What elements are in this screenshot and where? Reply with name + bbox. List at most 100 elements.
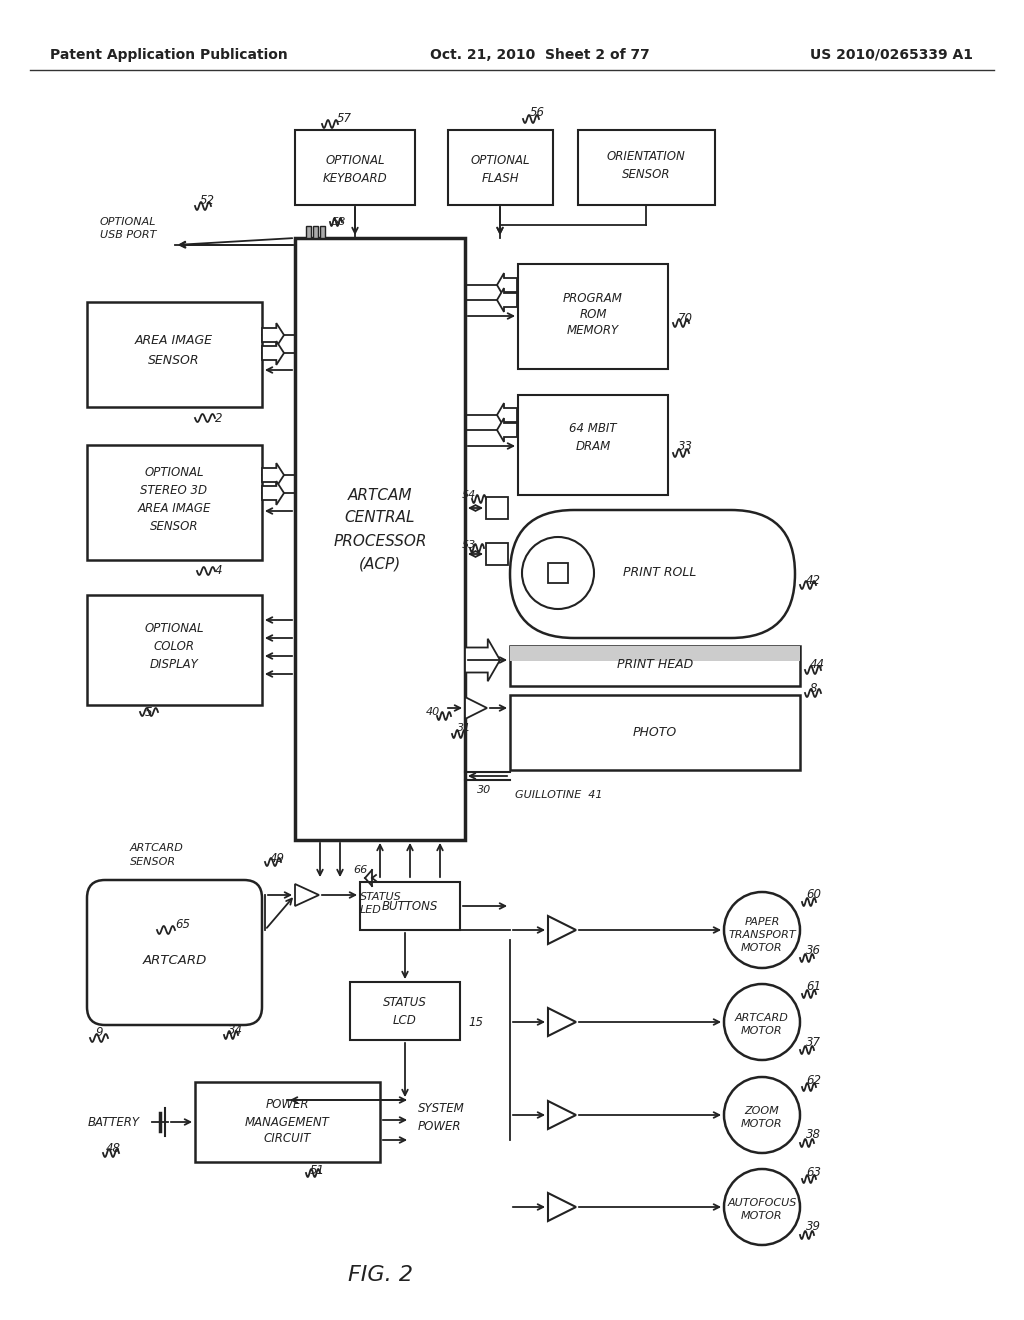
Text: 38: 38 [806,1129,821,1142]
Text: 30: 30 [477,785,492,795]
Bar [295,129,415,205]
FancyBboxPatch shape [510,510,795,638]
Text: USB PORT: USB PORT [100,230,157,240]
Text: 56: 56 [530,106,545,119]
Text: ROM: ROM [580,309,607,322]
Bar [306,226,311,238]
Text: ARTCAM: ARTCAM [348,487,413,503]
Text: KEYBOARD: KEYBOARD [323,172,387,185]
Text: 57: 57 [337,111,352,124]
Polygon shape [497,288,517,312]
Polygon shape [497,273,517,297]
Text: 37: 37 [806,1035,821,1048]
Polygon shape [262,341,284,364]
Bar [350,982,460,1040]
Bar [87,302,262,407]
Text: 5: 5 [145,705,153,718]
Text: OPTIONAL: OPTIONAL [144,622,204,635]
Text: OPTIONAL: OPTIONAL [100,216,157,227]
Polygon shape [262,323,284,347]
Text: SENSOR: SENSOR [622,169,671,181]
Bar [87,595,262,705]
Circle shape [724,892,800,968]
Text: Patent Application Publication: Patent Application Publication [50,48,288,62]
Bar [295,238,465,840]
Text: 40: 40 [426,708,440,717]
Text: 42: 42 [806,573,821,586]
Circle shape [724,1077,800,1152]
Text: OPTIONAL: OPTIONAL [144,466,204,479]
Text: 2: 2 [215,412,222,425]
Text: 63: 63 [806,1166,821,1179]
Text: FLASH: FLASH [481,172,519,185]
Text: COLOR: COLOR [154,639,195,652]
Polygon shape [548,916,575,944]
Text: ARTCARD: ARTCARD [130,843,184,853]
Text: PRINT HEAD: PRINT HEAD [616,659,693,672]
Text: MOTOR: MOTOR [741,1210,782,1221]
Text: AREA IMAGE: AREA IMAGE [135,334,213,346]
Bar [360,882,460,931]
Text: LCD: LCD [393,1014,417,1027]
Text: 44: 44 [810,659,825,672]
Polygon shape [262,480,284,504]
Text: LED: LED [360,906,382,915]
Text: 34: 34 [228,1023,243,1036]
Text: CENTRAL: CENTRAL [345,511,416,525]
Text: 53: 53 [462,540,476,550]
Text: STEREO 3D: STEREO 3D [140,483,208,496]
Text: SYSTEM: SYSTEM [418,1101,465,1114]
Bar [510,645,800,686]
Bar [578,129,715,205]
Text: OPTIONAL: OPTIONAL [326,153,385,166]
Polygon shape [295,884,319,906]
Text: US 2010/0265339 A1: US 2010/0265339 A1 [810,48,973,62]
Text: PAPER: PAPER [744,917,779,927]
Text: BATTERY: BATTERY [88,1115,140,1129]
Circle shape [724,983,800,1060]
Text: AREA IMAGE: AREA IMAGE [137,502,211,515]
Text: 33: 33 [678,441,693,454]
Polygon shape [262,463,284,487]
Text: 62: 62 [806,1073,821,1086]
Text: 8: 8 [810,681,817,694]
Bar [510,696,800,770]
Bar [313,226,318,238]
Text: 61: 61 [806,981,821,994]
Text: 65: 65 [175,919,190,932]
Text: MANAGEMENT: MANAGEMENT [245,1115,330,1129]
Text: 51: 51 [310,1163,325,1176]
Text: MEMORY: MEMORY [567,325,620,338]
Text: 48: 48 [106,1142,121,1155]
Polygon shape [465,639,500,681]
Text: DRAM: DRAM [575,441,610,454]
Text: PROCESSOR: PROCESSOR [333,533,427,549]
Text: OPTIONAL: OPTIONAL [470,153,529,166]
Text: 54: 54 [462,490,476,500]
Text: POWER: POWER [418,1119,462,1133]
Polygon shape [548,1008,575,1036]
Bar [486,498,508,519]
Text: BUTTONS: BUTTONS [382,899,438,912]
Text: 66: 66 [353,865,368,875]
Bar [548,564,568,583]
Text: MOTOR: MOTOR [741,942,782,953]
Text: 70: 70 [678,312,693,325]
Text: SENSOR: SENSOR [130,857,176,867]
Text: PHOTO: PHOTO [633,726,677,739]
Text: DISPLAY: DISPLAY [150,657,199,671]
Text: 4: 4 [215,564,222,577]
Text: GUILLOTINE  41: GUILLOTINE 41 [515,789,602,800]
Text: ORIENTATION: ORIENTATION [606,150,685,164]
Text: CIRCUIT: CIRCUIT [263,1133,310,1146]
Polygon shape [548,1101,575,1129]
Text: 31: 31 [457,723,471,733]
Text: TRANSPORT: TRANSPORT [728,931,796,940]
FancyBboxPatch shape [87,880,262,1026]
Polygon shape [465,697,487,719]
Text: STATUS: STATUS [360,892,401,902]
Bar [486,543,508,565]
Text: MOTOR: MOTOR [741,1026,782,1036]
Text: 60: 60 [806,888,821,902]
Bar [510,645,800,661]
